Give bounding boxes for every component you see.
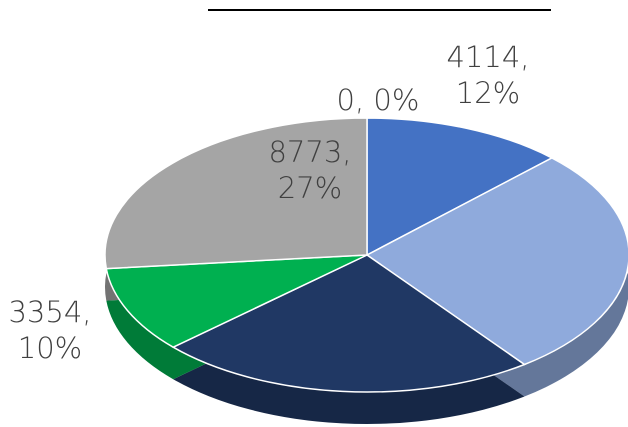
slice xyxy=(104,117,368,270)
slice xyxy=(366,117,554,257)
data-label: 0, 0% xyxy=(336,83,420,117)
slice xyxy=(105,254,368,349)
slice xyxy=(171,254,527,393)
data-label: 3354, 10% xyxy=(8,295,92,365)
data-label: 8773, 27% xyxy=(268,135,352,205)
slice xyxy=(365,157,628,366)
data-label: 4114, 12% xyxy=(446,40,530,110)
